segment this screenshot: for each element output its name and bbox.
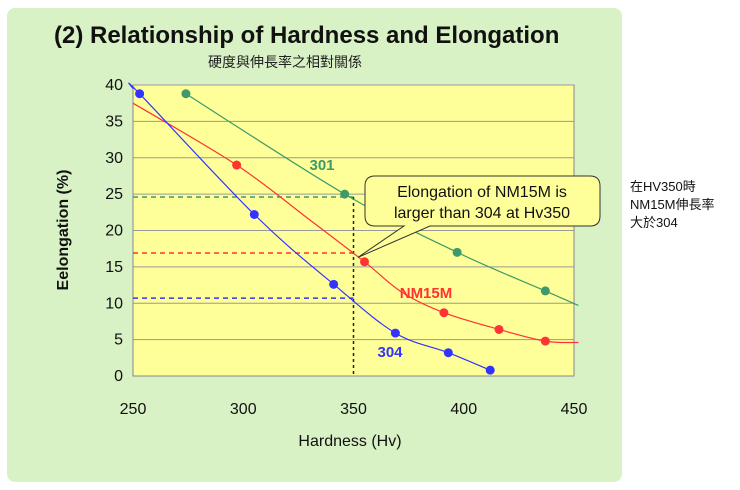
data-point-nm15m xyxy=(494,324,504,334)
series-label-304: 304 xyxy=(377,344,403,361)
x-tick-label: 350 xyxy=(340,401,367,418)
x-tick-label: 450 xyxy=(561,401,588,418)
x-tick-label: 400 xyxy=(450,401,477,418)
data-point-304 xyxy=(135,89,145,99)
data-point-301 xyxy=(452,247,462,257)
x-axis-label: Hardness (Hv) xyxy=(298,433,401,450)
chart-subtitle: 硬度與伸長率之相對關係 xyxy=(208,54,362,70)
data-point-301 xyxy=(540,286,550,296)
series-label-301: 301 xyxy=(309,157,334,174)
data-point-nm15m xyxy=(540,336,550,346)
side-note: 在HV350時 NM15M伸長率 大於304 xyxy=(630,178,715,232)
y-tick-label: 15 xyxy=(105,259,123,276)
data-point-nm15m xyxy=(439,308,449,318)
series-labels: 301 NM15M 304 xyxy=(309,157,452,361)
y-tick-label: 5 xyxy=(114,332,123,349)
y-tick-label: 40 xyxy=(105,77,123,94)
data-point-301 xyxy=(181,89,191,99)
y-axis-label: Eelongation (%) xyxy=(55,170,72,291)
side-note-line-2: NM15M伸長率 xyxy=(630,197,715,212)
chart-title: (2) Relationship of Hardness and Elongat… xyxy=(54,22,560,49)
callout-box xyxy=(357,175,601,258)
series-label-nm15m: NM15M xyxy=(400,285,453,302)
y-tick-label: 30 xyxy=(105,150,123,167)
side-note-line-1: 在HV350時 xyxy=(630,179,696,194)
callout-text-line-1: Elongation of NM15M is xyxy=(397,184,567,201)
gridlines xyxy=(133,84,574,341)
y-tick-label: 20 xyxy=(105,223,123,240)
y-tick-label: 35 xyxy=(105,113,123,130)
series-points xyxy=(135,89,550,375)
data-point-304 xyxy=(485,365,495,375)
axes: 0 5 10 15 20 25 30 35 40 250 300 350 400 450 xyxy=(105,77,587,418)
data-point-304 xyxy=(443,348,453,358)
side-note-line-3: 大於304 xyxy=(630,215,678,230)
y-tick-label: 0 xyxy=(114,368,123,385)
annotation-callout: Elongation of NM15M is larger than 304 at… xyxy=(357,175,601,258)
data-point-nm15m xyxy=(360,257,370,267)
x-tick-label: 300 xyxy=(230,401,257,418)
data-point-304 xyxy=(329,279,339,289)
data-point-304 xyxy=(249,209,259,219)
data-point-304 xyxy=(390,328,400,338)
reference-lines xyxy=(133,196,355,376)
y-tick-label: 10 xyxy=(105,295,123,312)
y-tick-label: 25 xyxy=(105,186,123,203)
x-tick-label: 250 xyxy=(120,401,147,418)
callout-text-line-2: larger than 304 at Hv350 xyxy=(394,205,570,222)
data-point-nm15m xyxy=(232,160,242,170)
data-point-301 xyxy=(340,189,350,199)
